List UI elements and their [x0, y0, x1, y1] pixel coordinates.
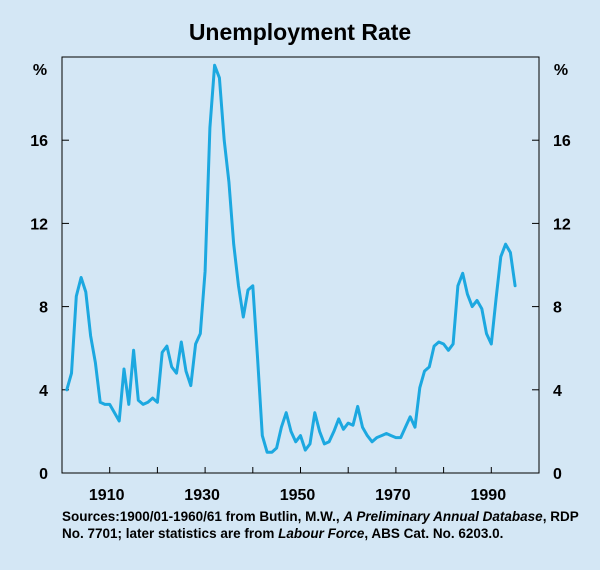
- source-italic-labour-force: Labour Force: [278, 526, 365, 541]
- source-mid: , RDP No. 7701; later statistics are fro…: [62, 509, 579, 541]
- y-tick-label-right: 4: [553, 383, 562, 400]
- x-tick-label: 1970: [375, 487, 411, 504]
- chart-title: Unemployment Rate: [189, 19, 411, 45]
- y-tick-label-left: 8: [39, 300, 48, 317]
- x-tick-label: 1930: [184, 487, 220, 504]
- axis-ticks: 0 0 4 4 8 8 12 12 16 16 1910 1930 1950 1970 1990: [30, 133, 571, 504]
- series-line-unemployment: [65, 63, 517, 454]
- x-tick-label: 1910: [89, 487, 125, 504]
- source-prefix: Sources:1900/01-1960/61 from Butlin, M.W…: [62, 509, 344, 524]
- y-tick-label-right: 0: [553, 466, 562, 483]
- y-tick-label-left: 16: [30, 133, 48, 150]
- y-unit-right: %: [554, 62, 568, 79]
- y-tick-label-left: 12: [30, 216, 48, 233]
- series-layer: [65, 63, 517, 454]
- x-tick-label: 1990: [471, 487, 507, 504]
- plot-area: [61, 56, 540, 474]
- y-tick-label-left: 4: [39, 383, 48, 400]
- x-tick-label: 1950: [280, 487, 316, 504]
- y-unit-left: %: [33, 62, 47, 79]
- y-tick-label-right: 8: [553, 300, 562, 317]
- source-italic-database: A Preliminary Annual Database: [343, 509, 543, 524]
- y-tick-label-left: 0: [39, 466, 48, 483]
- y-tick-label-right: 16: [553, 133, 571, 150]
- source-suffix: , ABS Cat. No. 6203.0.: [364, 526, 504, 541]
- source-note: Sources:1900/01-1960/61 from Butlin, M.W…: [62, 508, 582, 542]
- y-tick-label-right: 12: [553, 216, 571, 233]
